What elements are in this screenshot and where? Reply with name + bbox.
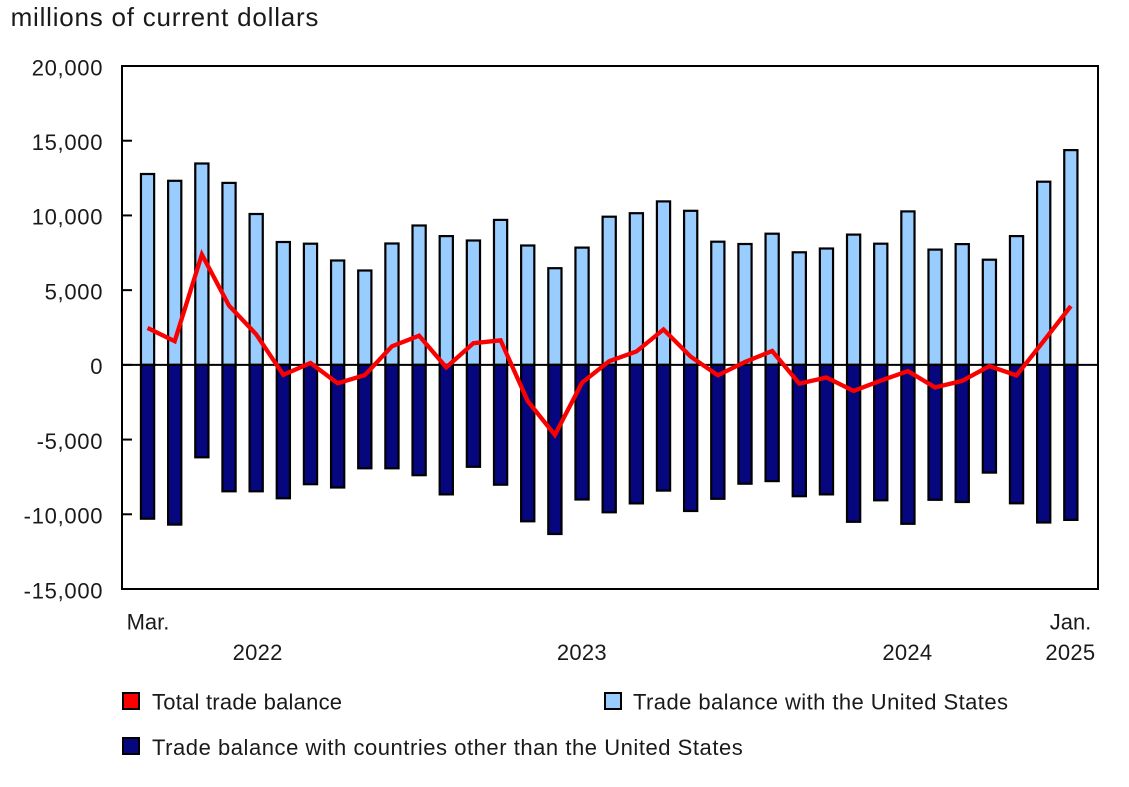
svg-text:10,000: 10,000	[32, 205, 104, 230]
svg-text:2022: 2022	[233, 640, 283, 665]
svg-text:Mar.: Mar.	[127, 609, 170, 634]
svg-text:0: 0	[90, 354, 103, 379]
svg-text:20,000: 20,000	[32, 55, 104, 80]
svg-text:15,000: 15,000	[32, 130, 104, 155]
svg-text:2023: 2023	[557, 640, 607, 665]
svg-text:5,000: 5,000	[45, 279, 104, 304]
svg-text:2025: 2025	[1045, 640, 1095, 665]
svg-text:-15,000: -15,000	[24, 578, 104, 603]
svg-text:Jan.: Jan.	[1050, 609, 1092, 634]
svg-text:-5,000: -5,000	[37, 429, 104, 454]
svg-text:2024: 2024	[882, 640, 932, 665]
svg-text:-10,000: -10,000	[24, 504, 104, 529]
svg-text:Trade balance with the United: Trade balance with the United States	[633, 690, 1008, 715]
svg-text:Total trade balance: Total trade balance	[152, 690, 342, 715]
svg-text:millions of current dollars: millions of current dollars	[11, 2, 320, 32]
svg-text:Trade balance with countries o: Trade balance with countries other than …	[152, 735, 743, 760]
